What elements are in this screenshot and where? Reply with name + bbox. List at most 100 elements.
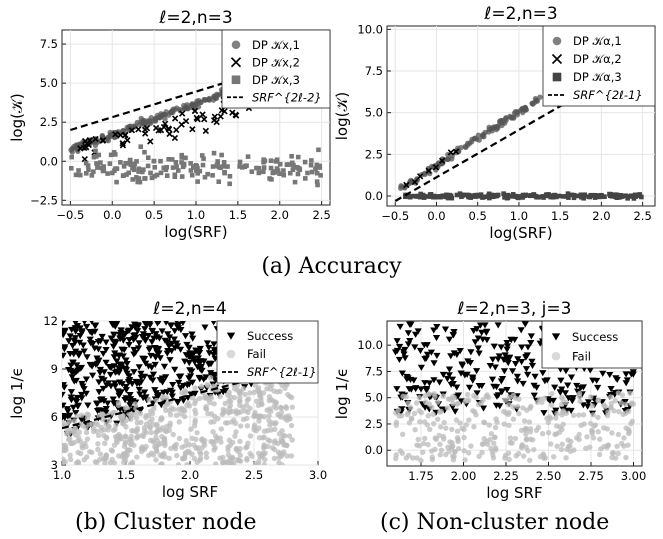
data-point	[122, 439, 129, 445]
data-point	[130, 177, 136, 182]
data-point	[530, 392, 538, 399]
data-point	[462, 398, 469, 404]
data-point	[408, 415, 415, 421]
data-point	[434, 416, 441, 422]
data-point	[111, 340, 119, 347]
data-point	[152, 173, 157, 179]
data-point	[201, 156, 206, 161]
data-point	[554, 443, 560, 449]
data-point	[506, 409, 512, 416]
data-point	[85, 412, 92, 418]
data-point	[154, 448, 160, 454]
data-point	[177, 385, 185, 392]
data-point	[494, 322, 502, 329]
data-point	[176, 419, 182, 425]
data-point	[93, 360, 102, 367]
x-tick-label: 2.0	[271, 208, 289, 222]
data-point	[83, 424, 89, 431]
data-point	[486, 422, 492, 428]
data-point	[268, 382, 275, 389]
data-point	[497, 344, 505, 351]
data-point	[98, 333, 106, 340]
y-axis-label: log(𝒦)	[8, 93, 26, 142]
data-point	[192, 419, 198, 426]
data-point	[119, 420, 125, 426]
data-point	[608, 404, 614, 411]
data-point	[601, 443, 607, 450]
data-point	[567, 374, 576, 381]
data-point	[260, 450, 266, 456]
data-point	[219, 411, 225, 418]
data-point	[400, 431, 406, 437]
data-point	[278, 439, 284, 445]
data-point	[450, 453, 456, 459]
data-point	[111, 150, 117, 155]
data-point	[202, 374, 210, 381]
data-point	[476, 322, 485, 329]
data-point	[584, 434, 590, 440]
data-point	[476, 453, 482, 460]
x-tick-label: 1.5	[229, 208, 247, 222]
data-point	[497, 378, 505, 385]
data-point	[99, 411, 105, 417]
data-point	[416, 394, 423, 401]
data-point	[72, 348, 80, 355]
data-point	[211, 401, 217, 407]
data-point	[96, 369, 104, 377]
data-point	[181, 358, 189, 365]
data-point	[512, 361, 520, 368]
data-point	[482, 194, 487, 200]
data-point	[515, 450, 522, 457]
data-point	[210, 164, 216, 169]
data-point	[150, 438, 156, 444]
data-point	[463, 422, 469, 428]
data-point	[62, 414, 69, 422]
data-point	[169, 382, 177, 389]
data-point	[614, 443, 620, 449]
data-point	[559, 441, 565, 447]
data-point	[122, 405, 129, 411]
data-point	[612, 375, 620, 382]
data-point	[179, 110, 186, 117]
data-point	[513, 373, 521, 380]
data-point	[132, 378, 140, 385]
data-point	[549, 402, 555, 408]
data-point	[264, 407, 270, 413]
data-point	[113, 166, 118, 171]
data-point	[592, 195, 598, 200]
data-point	[604, 426, 611, 432]
data-point	[295, 171, 301, 177]
data-point	[215, 163, 220, 169]
data-point	[115, 402, 122, 409]
data-point	[117, 131, 124, 139]
legend-label: DP 𝒦α,3	[573, 70, 622, 84]
reference-line	[394, 93, 582, 202]
data-point	[623, 377, 631, 384]
data-point	[478, 329, 486, 336]
data-point	[560, 396, 566, 403]
legend-box	[542, 25, 656, 107]
legend-swatch	[231, 75, 241, 85]
data-point	[212, 433, 219, 439]
data-point	[619, 392, 626, 398]
data-point	[553, 423, 560, 429]
data-point	[437, 409, 443, 415]
data-point	[578, 192, 584, 198]
data-point	[128, 412, 134, 418]
data-point	[490, 194, 495, 200]
data-point	[174, 452, 180, 459]
data-point	[173, 398, 182, 405]
data-point	[182, 442, 189, 449]
data-point	[278, 453, 285, 459]
data-point	[576, 412, 582, 418]
data-point	[78, 330, 86, 337]
data-point	[77, 421, 83, 427]
data-point	[151, 158, 157, 164]
data-point	[277, 161, 283, 167]
data-point	[516, 410, 522, 417]
data-point	[314, 162, 320, 168]
data-point	[177, 373, 185, 380]
data-point	[473, 412, 479, 418]
legend-label: SRF^{2ℓ-1}	[573, 88, 643, 102]
legend: Success Fail	[541, 320, 643, 369]
